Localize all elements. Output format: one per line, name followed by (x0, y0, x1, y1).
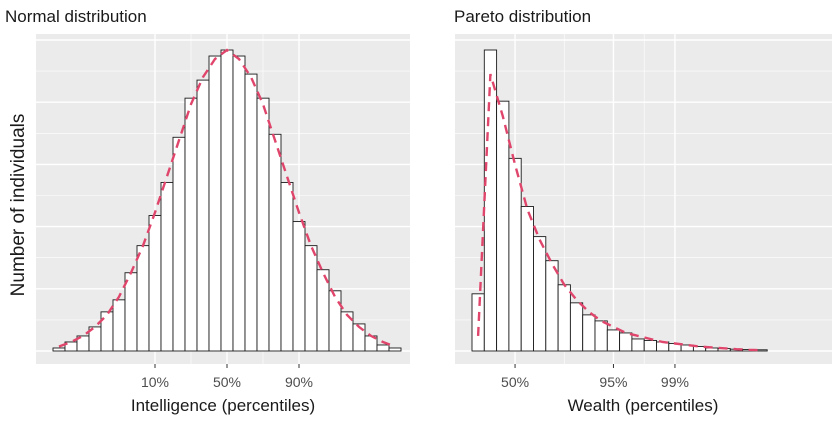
histogram-bar (569, 302, 584, 352)
title-normal: Normal distribution (5, 7, 147, 26)
histogram-bar (471, 293, 485, 352)
histogram-bar (508, 157, 522, 352)
x-tick-label: 99% (661, 374, 689, 390)
histogram-bar (304, 245, 318, 352)
histogram-bar (533, 236, 547, 352)
histogram-bar (184, 97, 198, 352)
histogram-bar (232, 55, 246, 352)
histogram-bar (124, 272, 138, 352)
histogram-bar (196, 79, 210, 352)
histogram-bar (160, 181, 174, 352)
histogram-bar (582, 314, 596, 352)
x-tick-label: 50% (501, 374, 529, 390)
x-tick-label: 90% (285, 374, 313, 390)
histogram-bar (52, 347, 66, 352)
histogram-bar (256, 97, 270, 352)
histogram-bar (136, 245, 150, 352)
histogram-bar (208, 55, 222, 352)
histogram-bar (643, 340, 657, 352)
x-ticks-pareto: 50% 95% 99% (501, 364, 689, 390)
histogram-bar (376, 344, 390, 352)
x-tick-label: 10% (141, 374, 169, 390)
histogram-bar (545, 260, 559, 352)
histogram-bar (619, 332, 633, 352)
y-axis-label: Number of individuals (8, 114, 29, 297)
histogram-bar (557, 284, 571, 352)
histogram-bar (148, 215, 162, 352)
title-pareto: Pareto distribution (454, 7, 591, 26)
x-axis-label-normal: Intelligence (percentiles) (131, 396, 315, 415)
histogram-bar (244, 73, 258, 352)
x-tick-label: 50% (213, 374, 241, 390)
bars-normal (52, 49, 402, 352)
histogram-bar (328, 290, 342, 352)
density-curve-pareto (476, 73, 762, 352)
histogram-bar (496, 100, 510, 352)
panel-normal: Normal distribution 10% 50% 90% Intelligen… (5, 7, 410, 415)
histogram-bar (520, 206, 534, 352)
histogram-bar (112, 299, 126, 352)
panel-pareto: Pareto distribution 50% 95% 99% Wealth (pe… (454, 7, 832, 415)
histogram-bar (631, 338, 645, 352)
x-axis-label-pareto: Wealth (percentiles) (568, 396, 719, 415)
histogram-bar (220, 49, 234, 352)
histogram-bar (388, 347, 402, 352)
histogram-bar (268, 133, 282, 352)
histogram-bar (606, 329, 621, 352)
histogram-bar (292, 221, 306, 352)
density-curve-normal (58, 48, 396, 348)
histogram-bar (172, 136, 186, 352)
histogram-bar (280, 181, 294, 352)
x-tick-label: 95% (599, 374, 627, 390)
x-ticks-normal: 10% 50% 90% (141, 364, 313, 390)
histogram-bar (594, 320, 608, 352)
